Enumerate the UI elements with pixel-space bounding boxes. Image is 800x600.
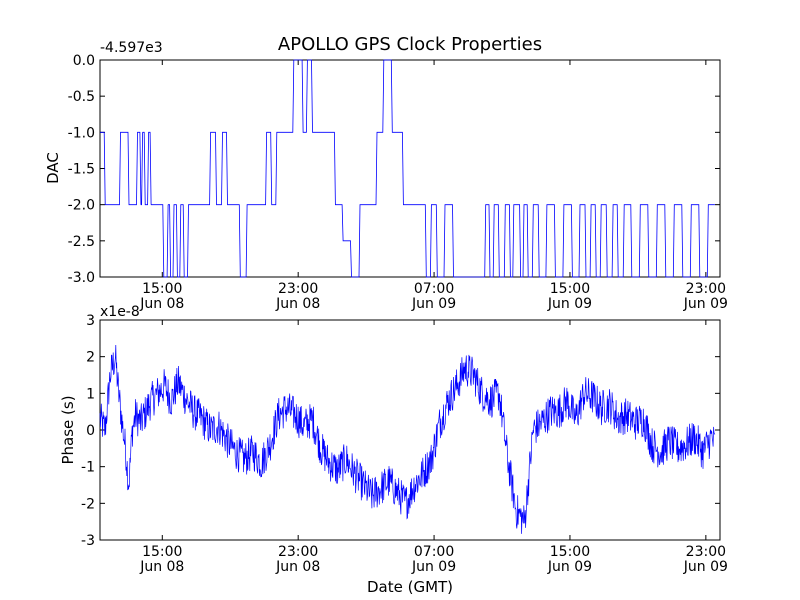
y-tick-label: 3 (86, 313, 95, 329)
dac-panel: -4.597e3 DAC 0.0 -0.5 -1.0 -1.5 -2.0 -2.5 -3.0… (44, 40, 728, 312)
x-tick-date-label: Jun 09 (683, 296, 728, 312)
x-tick-date-label: Jun 09 (411, 559, 456, 575)
dac-offset-label: -4.597e3 (100, 40, 163, 56)
y-tick-label: -1.5 (68, 162, 95, 178)
x-tick-time-label: 07:00 (414, 544, 454, 560)
x-tick-date-label: Jun 08 (139, 296, 184, 312)
y-tick-label: -1 (81, 460, 95, 476)
x-tick-date-label: Jun 09 (547, 296, 592, 312)
y-tick-label: -3 (81, 533, 95, 549)
x-tick-date-label: Jun 08 (275, 296, 320, 312)
series-line-0 (99, 344, 716, 534)
y-tick-label: -1.0 (68, 125, 95, 141)
x-tick-time-label: 23:00 (686, 281, 726, 297)
phase-x-axis-label: Date (GMT) (367, 578, 453, 596)
x-tick-date-label: Jun 09 (547, 559, 592, 575)
y-tick-label: -0.5 (68, 89, 95, 105)
x-tick-time-label: 23:00 (278, 281, 318, 297)
x-tick-date-label: Jun 09 (683, 559, 728, 575)
y-tick-label: 2 (86, 350, 95, 366)
y-tick-label: -2 (81, 496, 95, 512)
series-line-0 (100, 59, 715, 278)
phase-offset-label: x1e-8 (100, 304, 140, 320)
x-tick-time-label: 15:00 (550, 281, 590, 297)
dac-y-axis-label: DAC (44, 152, 62, 184)
x-tick-time-label: 15:00 (142, 544, 182, 560)
x-tick-time-label: 07:00 (414, 281, 454, 297)
x-tick-time-label: 15:00 (142, 281, 182, 297)
x-tick-time-label: 23:00 (278, 544, 318, 560)
y-tick-label: 1 (86, 386, 95, 402)
x-tick-date-label: Jun 08 (275, 559, 320, 575)
y-tick-label: 0 (86, 423, 95, 439)
y-tick-label: -2.0 (68, 198, 95, 214)
x-tick-time-label: 23:00 (686, 544, 726, 560)
x-tick-time-label: 15:00 (550, 544, 590, 560)
y-tick-label: -3.0 (68, 270, 95, 286)
phase-panel: x1e-8 Phase (s) Date (GMT) 3 2 1 0 -1 -2 -3 15:… (59, 304, 728, 596)
y-tick-label: 0.0 (73, 53, 95, 69)
y-tick-label: -2.5 (68, 234, 95, 250)
x-tick-date-label: Jun 09 (411, 296, 456, 312)
phase-y-axis-label: Phase (s) (59, 395, 77, 464)
x-tick-date-label: Jun 08 (139, 559, 184, 575)
chart-title: APOLLO GPS Clock Properties (278, 34, 542, 55)
